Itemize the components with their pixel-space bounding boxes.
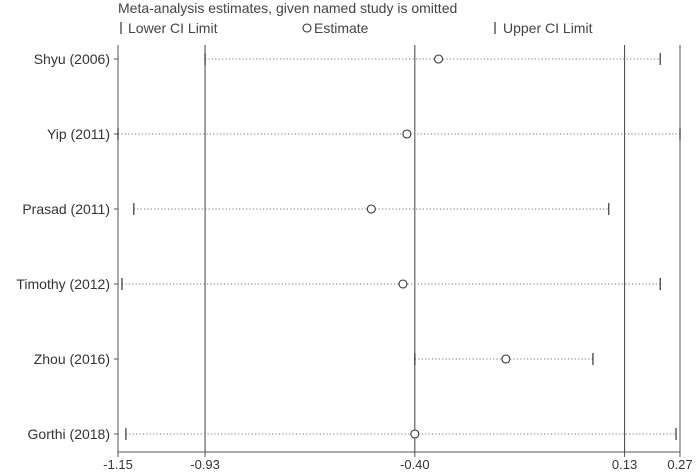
study-label: Prasad (2011) [22,201,110,217]
estimate-point [501,354,511,364]
plot-area: -1.15 -0.93 -0.40 0.13 0.27 Shyu (2006) Yip (2… [16,45,693,472]
legend-lower-label: Lower CI Limit [128,20,218,36]
x-tick-label: 0.13 [612,457,637,472]
study-label: Gorthi (2018) [28,426,110,442]
estimate-point [366,204,376,214]
study-label: Shyu (2006) [34,51,110,67]
estimate-point [402,129,412,139]
estimate-point [410,429,420,439]
study-label: Zhou (2016) [34,351,110,367]
estimate-point [398,279,408,289]
x-tick-label: 0.27 [667,457,692,472]
legend-upper-label: Upper CI Limit [503,20,593,36]
estimate-point [434,54,444,64]
legend-estimate-marker [302,23,312,33]
x-tick-label: -0.93 [190,457,220,472]
x-tick-label: -1.15 [103,457,133,472]
legend: Lower CI Limit Estimate Upper CI Limit [120,20,593,36]
legend-estimate-label: Estimate [314,20,369,36]
chart-title: Meta-analysis estimates, given named stu… [118,0,457,16]
x-tick-label: -0.40 [400,457,430,472]
study-label: Timothy (2012) [16,276,110,292]
study-label: Yip (2011) [47,126,110,142]
